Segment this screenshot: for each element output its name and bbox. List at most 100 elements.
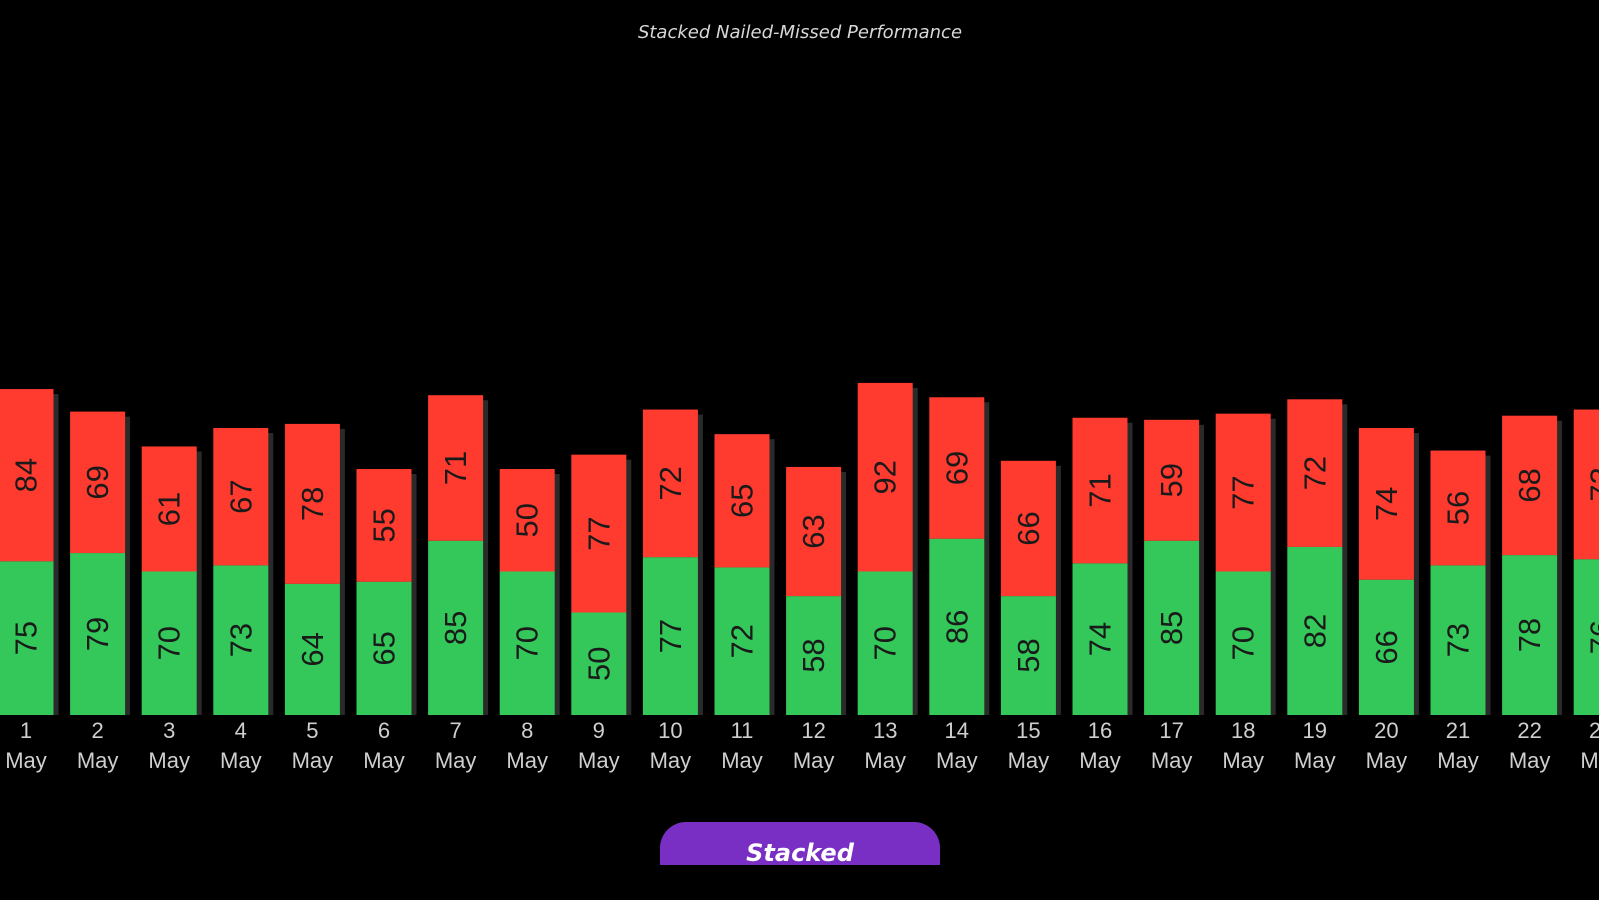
data-label-missed: 71	[438, 451, 473, 485]
data-label-nailed: 64	[295, 632, 330, 666]
x-tick-label: 17 May	[1151, 718, 1193, 773]
data-label-nailed: 70	[868, 626, 903, 660]
x-tick-label: 18 May	[1222, 718, 1264, 773]
x-tick-label: 13 May	[864, 718, 906, 773]
data-label-missed: 74	[1369, 487, 1404, 521]
data-label-nailed: 86	[939, 610, 974, 644]
bar-nailed	[0, 561, 54, 715]
bar-nailed	[642, 557, 698, 715]
data-label-nailed: 73	[1441, 623, 1476, 657]
bar-nailed	[1358, 579, 1414, 715]
bar-missed	[1215, 413, 1271, 572]
bar-nailed	[1502, 555, 1558, 715]
bar-missed	[642, 409, 698, 558]
bar-missed	[571, 454, 627, 613]
bar-nailed	[1144, 540, 1200, 715]
bar-missed	[1072, 417, 1128, 564]
stacked-mode-button[interactable]: Stacked	[660, 822, 940, 865]
data-label-nailed: 70	[510, 626, 545, 660]
bar-missed	[857, 382, 913, 572]
bar-missed	[499, 469, 555, 572]
x-tick-label: 23May	[1580, 718, 1599, 773]
bar-nailed	[356, 581, 412, 715]
data-label-nailed: 70	[1226, 626, 1261, 660]
data-label-missed: 84	[9, 458, 44, 492]
data-label-nailed: 78	[1512, 618, 1547, 652]
x-tick-label: 11 May	[721, 718, 763, 773]
x-tick-label: 16 May	[1079, 718, 1121, 773]
x-tick-label: 3 May	[148, 718, 190, 773]
data-labels-layer: 75 84 79 69 70 61 73 67 64 78 65 55 85 71 70 50 50 77 77 72…	[9, 451, 1599, 681]
bar-missed	[1430, 450, 1486, 566]
data-label-missed: 72	[1297, 456, 1332, 490]
bar-missed	[70, 411, 126, 554]
data-label-missed: 78	[295, 487, 330, 521]
bar-nailed	[141, 571, 197, 715]
bar-missed	[786, 466, 842, 597]
bar-missed	[141, 446, 197, 572]
bar-nailed	[571, 612, 627, 715]
bar-nailed	[1430, 565, 1486, 715]
bar-nailed	[857, 571, 913, 715]
x-tick-label: 9 May	[578, 718, 620, 773]
x-tick-label: 19 May	[1294, 718, 1336, 773]
bar-missed	[929, 397, 985, 539]
data-label-nailed: 70	[152, 626, 187, 660]
bar-missed	[1144, 419, 1200, 541]
data-label-missed: 73	[1584, 467, 1599, 501]
data-label-missed: 56	[1441, 491, 1476, 525]
data-label-missed: 67	[223, 479, 258, 513]
bar-missed	[213, 428, 269, 566]
bar-missed	[284, 423, 340, 584]
data-label-nailed: 58	[1011, 638, 1046, 672]
data-label-nailed: 79	[80, 617, 115, 651]
x-tick-label: 14 May	[936, 718, 978, 773]
bar-nailed	[428, 540, 484, 715]
bars-layer	[0, 382, 1599, 715]
data-label-missed: 68	[1512, 468, 1547, 502]
bar-nailed	[1072, 563, 1128, 715]
x-tick-label: 4 May	[220, 718, 262, 773]
data-label-nailed: 85	[438, 611, 473, 645]
bar-missed	[1287, 399, 1343, 547]
data-label-missed: 65	[725, 484, 760, 518]
bar-nailed	[714, 567, 770, 715]
data-label-missed: 77	[1226, 475, 1261, 509]
x-tick-label: 7 May	[435, 718, 477, 773]
x-tick-label: 8 May	[506, 718, 548, 773]
data-label-nailed: 65	[367, 631, 402, 665]
bar-missed	[356, 469, 412, 582]
x-tick-label: 1 May	[5, 718, 47, 773]
x-tick-label: 20 May	[1366, 718, 1408, 773]
bar-nailed	[499, 571, 555, 715]
data-label-nailed: 66	[1369, 630, 1404, 664]
bar-missed	[428, 395, 484, 541]
chart-title: Stacked Nailed-Missed Performance	[638, 22, 962, 43]
bar-nailed	[1573, 559, 1599, 715]
data-label-nailed: 75	[9, 621, 44, 655]
data-label-missed: 72	[653, 466, 688, 500]
data-label-nailed: 77	[653, 619, 688, 653]
x-tick-label: 5 May	[292, 718, 334, 773]
data-label-missed: 50	[510, 503, 545, 537]
bar-nailed	[284, 583, 340, 715]
data-label-nailed: 58	[796, 638, 831, 672]
bar-missed	[1000, 460, 1056, 597]
data-label-nailed: 85	[1154, 611, 1189, 645]
bar-nailed	[70, 553, 126, 715]
data-label-nailed: 72	[725, 624, 760, 658]
data-label-missed: 92	[868, 460, 903, 494]
bar-nailed	[213, 565, 269, 715]
data-label-missed: 59	[1154, 463, 1189, 497]
x-tick-label: 21 May	[1437, 718, 1479, 773]
data-label-missed: 71	[1083, 473, 1118, 507]
bar-missed	[1573, 409, 1599, 560]
data-label-missed: 55	[367, 508, 402, 542]
bar-nailed	[1000, 596, 1056, 715]
x-tick-label: 2 May	[77, 718, 119, 773]
x-tick-label: 10 May	[650, 718, 692, 773]
x-tick-label: 12 May	[793, 718, 835, 773]
data-label-missed: 66	[1011, 511, 1046, 545]
